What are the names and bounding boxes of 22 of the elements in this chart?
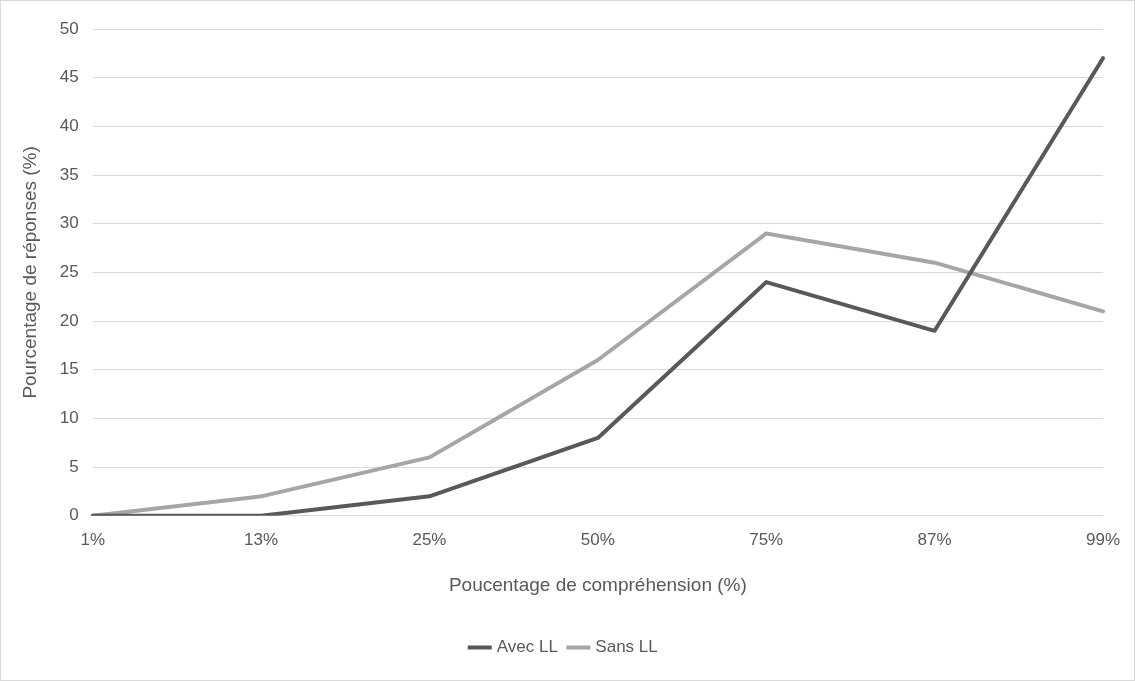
y-tick-label: 30 xyxy=(59,213,79,233)
x-tick-label: 25% xyxy=(412,529,447,549)
x-tick-label: 99% xyxy=(1085,529,1120,549)
y-tick-label: 10 xyxy=(59,408,79,428)
y-axis-title: Pourcentage de réponses (%) xyxy=(18,146,40,399)
x-tick-label: 87% xyxy=(917,529,952,549)
y-tick-label: 5 xyxy=(69,456,79,476)
x-tick-label: 75% xyxy=(749,529,784,549)
y-tick-label: 45 xyxy=(59,67,79,87)
y-tick-label: 0 xyxy=(69,505,79,525)
legend-label: Sans LL xyxy=(595,637,658,657)
x-axis-title: Poucentage de compréhension (%) xyxy=(448,573,747,595)
y-tick-label: 20 xyxy=(59,310,79,330)
x-tick-label: 13% xyxy=(244,529,279,549)
y-tick-label: 25 xyxy=(59,262,79,282)
x-tick-label: 50% xyxy=(580,529,615,549)
x-tick-label: 1% xyxy=(80,529,105,549)
y-tick-label: 50 xyxy=(59,18,79,38)
y-tick-label: 15 xyxy=(59,359,79,379)
y-tick-label: 35 xyxy=(59,164,79,184)
y-tick-label: 40 xyxy=(59,116,79,136)
legend-label: Avec LL xyxy=(496,637,558,657)
